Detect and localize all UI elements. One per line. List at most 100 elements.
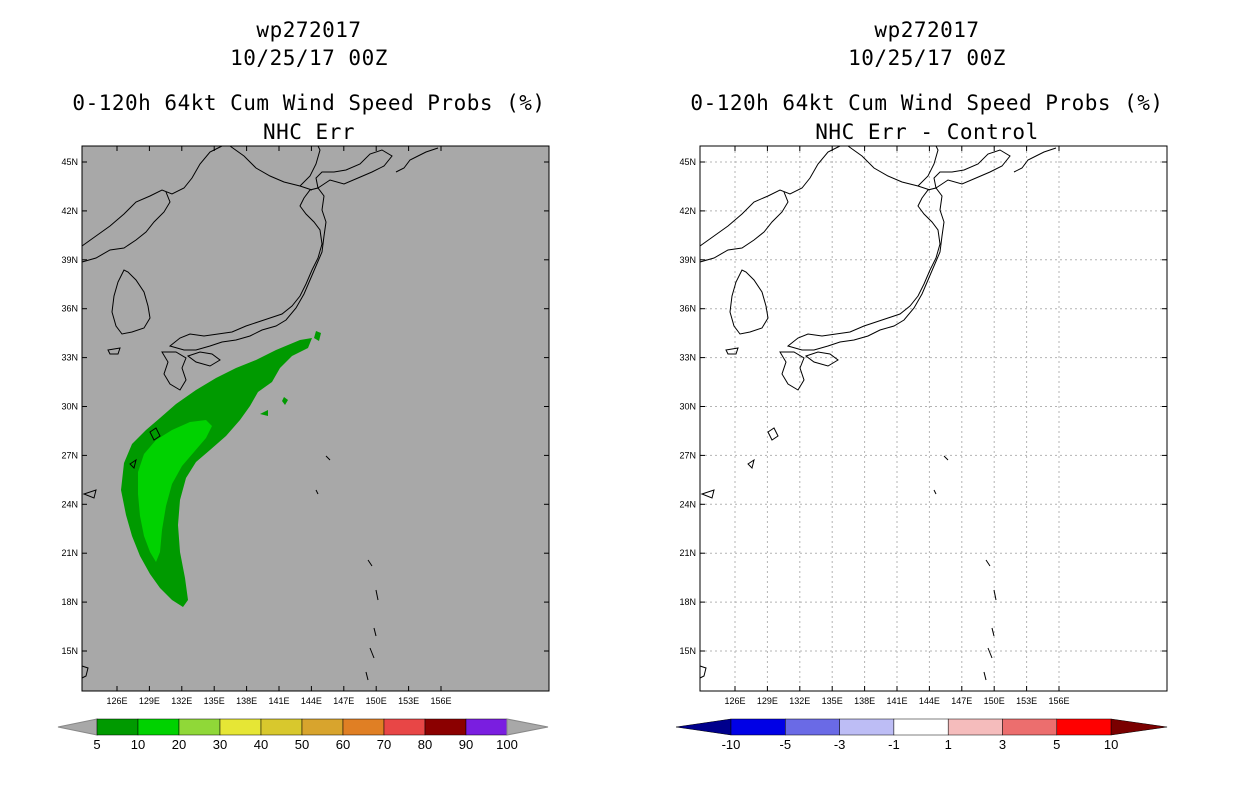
lat-tick-label: 18N [61, 597, 78, 607]
left-map-figure: 45N 42N 39N 36N 33N 30N 27N 24N 21N 18N 15N 126E 129… [57, 145, 550, 752]
lon-tick-label: 138E [236, 696, 257, 706]
lat-tick-label: 27N [61, 450, 78, 460]
lon-tick-label: 129E [757, 696, 778, 706]
colorbar-label: -1 [888, 737, 900, 752]
colorbar-box [424, 718, 467, 736]
lat-tick-label: 36N [61, 304, 78, 314]
coastline-segment [149, 427, 161, 441]
probability-colorbar: 5 10 20 30 40 50 60 70 80 90 100 [57, 718, 549, 752]
colorbar-label: 3 [999, 737, 1006, 752]
coastline-segment [917, 145, 939, 187]
coastline-segment [395, 147, 439, 173]
lat-tick-label: 45N [61, 157, 78, 167]
colorbar-label: -10 [722, 737, 741, 752]
lon-tick-label: 126E [106, 696, 127, 706]
lat-tick-label: 15N [61, 646, 78, 656]
colorbar-box [137, 718, 180, 736]
coastline-segment [161, 351, 187, 391]
left-title-date: 10/25/17 00Z [230, 46, 388, 70]
colorbar-box [465, 718, 508, 736]
colorbar-low-end-triangle [675, 718, 732, 736]
lat-tick-label: 21N [679, 548, 696, 558]
coastline-segment [369, 647, 375, 659]
lon-tick-label: 153E [398, 696, 419, 706]
lon-tick-label: 141E [886, 696, 907, 706]
prob-5-10-region [121, 338, 312, 607]
right-title-storm: wp272017 [874, 18, 980, 42]
probability-shading [121, 331, 321, 607]
left-title-product: 0-120h 64kt Cum Wind Speed Probs (%) [72, 91, 546, 115]
lat-tick-label: 24N [61, 499, 78, 509]
coastline-segment [1013, 147, 1057, 173]
lon-tick-label: 156E [430, 696, 451, 706]
axis-ticks: 45N 42N 39N 36N 33N 30N 27N 24N 21N 18N 15N 126E 129… [679, 146, 1167, 706]
colorbar-label: 40 [254, 737, 268, 752]
coastline-segment [186, 351, 221, 367]
lon-tick-label: 132E [789, 696, 810, 706]
colorbar-box [730, 718, 786, 736]
prob-10-20-region [138, 420, 212, 562]
colorbar-box [1056, 718, 1112, 736]
coastline-segment [943, 455, 949, 461]
right-panel: wp272017 10/25/17 00Z 0-120h 64kt Cum Wi… [618, 0, 1236, 800]
colorbar-high-end-triangle [1110, 718, 1168, 736]
colorbar-box [342, 718, 385, 736]
right-map-figure: 45N 42N 39N 36N 33N 30N 27N 24N 21N 18N 15N 126E 129… [675, 145, 1168, 752]
coastline-segment [993, 589, 997, 601]
lat-tick-label: 15N [679, 646, 696, 656]
lon-tick-label: 156E [1048, 696, 1069, 706]
coastline-segment [111, 269, 151, 335]
lon-tick-label: 138E [854, 696, 875, 706]
difference-colorbar: -10 -5 -3 -1 1 3 5 10 [675, 718, 1168, 752]
coastline-segment [725, 347, 739, 355]
lon-tick-label: 129E [139, 696, 160, 706]
right-title-date: 10/25/17 00Z [848, 46, 1006, 70]
colorbar-label: 30 [213, 737, 227, 752]
colorbar-label: 70 [377, 737, 391, 752]
lon-tick-label: 144E [301, 696, 322, 706]
lon-tick-label: 150E [366, 696, 387, 706]
coastline-segment [699, 145, 841, 247]
lon-tick-label: 135E [204, 696, 225, 706]
coastline-segment [747, 458, 755, 469]
colorbar-box [260, 718, 303, 736]
coastline-segment [107, 347, 121, 355]
map-frame [699, 145, 1168, 692]
colorbar-box [947, 718, 1003, 736]
map-frame [81, 145, 550, 692]
coastline-segment [168, 187, 327, 351]
colorbar-box [178, 718, 221, 736]
coastline-segment [985, 559, 991, 567]
coastline-segment [81, 145, 223, 247]
lat-tick-label: 33N [679, 353, 696, 363]
lat-tick-label: 30N [61, 402, 78, 412]
coastline-segment [991, 627, 995, 637]
colorbar-box [96, 718, 139, 736]
lat-tick-label: 27N [679, 450, 696, 460]
prob-5-10-islet [314, 331, 321, 341]
colorbar-box [383, 718, 426, 736]
coastline-segment [779, 351, 805, 391]
coastline-segment [933, 149, 1011, 189]
coastline-segment [82, 489, 97, 499]
coastline-segment [786, 187, 945, 351]
lon-tick-label: 132E [171, 696, 192, 706]
lon-tick-label: 147E [333, 696, 354, 706]
colorbar-high-end-triangle [506, 718, 549, 736]
lat-tick-label: 45N [679, 157, 696, 167]
coastline-segment [699, 191, 789, 263]
coastline-segment [373, 627, 377, 637]
prob-5-10-islet [260, 410, 268, 416]
coastline-segment [729, 269, 769, 335]
coastline-segment [365, 671, 369, 681]
colorbar-box [839, 718, 895, 736]
lat-tick-label: 42N [61, 206, 78, 216]
coastline-segment [81, 665, 89, 679]
colorbar-low-end-triangle [57, 718, 98, 736]
colorbar-label: 80 [418, 737, 432, 752]
lon-tick-label: 126E [724, 696, 745, 706]
lat-tick-label: 36N [679, 304, 696, 314]
right-title-product: 0-120h 64kt Cum Wind Speed Probs (%) [690, 91, 1164, 115]
map-background [82, 146, 549, 691]
lon-tick-label: 144E [919, 696, 940, 706]
